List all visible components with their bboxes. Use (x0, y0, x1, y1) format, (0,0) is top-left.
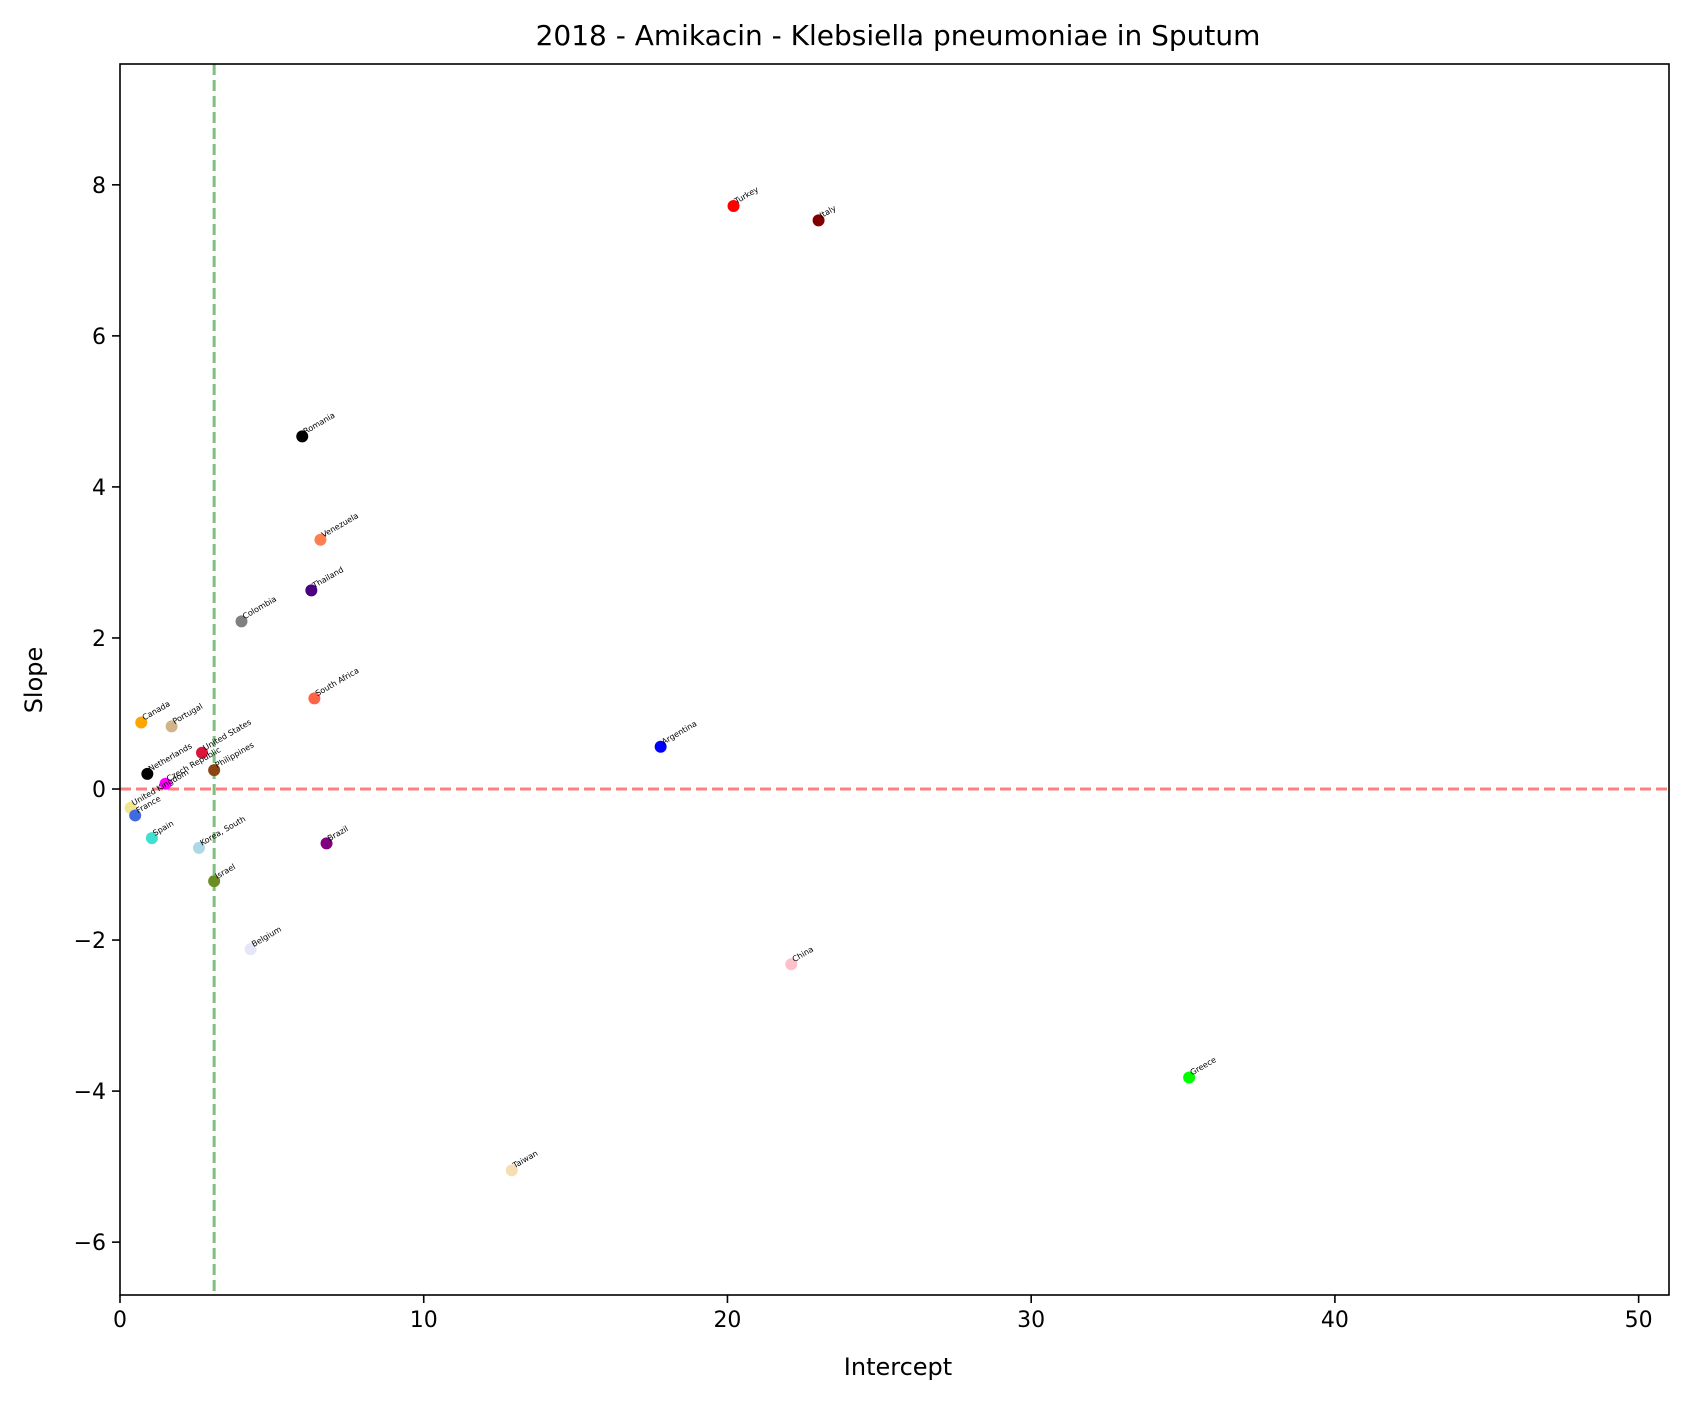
data-point (812, 214, 825, 227)
data-point (505, 1164, 518, 1177)
data-point (208, 875, 221, 888)
x-tick-label: 20 (713, 1308, 741, 1333)
data-point (141, 767, 154, 780)
y-tick-label: −4 (74, 1080, 106, 1105)
data-point (159, 777, 172, 790)
y-tick-label: 8 (92, 174, 106, 199)
data-point (145, 832, 158, 845)
data-point (244, 943, 257, 956)
data-point (785, 958, 798, 971)
data-point (208, 764, 221, 777)
x-axis-title: Intercept (844, 1353, 952, 1381)
data-point (314, 533, 327, 546)
data-point (135, 716, 148, 729)
data-point (196, 746, 209, 759)
y-tick-label: −6 (74, 1231, 106, 1256)
plot-frame (119, 63, 1670, 1296)
y-axis-title: Slope (20, 647, 48, 714)
data-point (129, 809, 142, 822)
y-tick-label: −2 (74, 929, 106, 954)
data-point (308, 692, 321, 705)
data-point (727, 199, 740, 212)
x-tick-label: 30 (1017, 1308, 1045, 1333)
y-tick-label: 2 (92, 627, 106, 652)
chart-title: 2018 - Amikacin - Klebsiella pneumoniae … (536, 19, 1261, 52)
y-tick-label: 4 (92, 476, 106, 501)
y-tick-label: 6 (92, 325, 106, 350)
y-tick-label: 0 (92, 778, 106, 803)
x-tick-label: 0 (113, 1308, 127, 1333)
x-tick-label: 40 (1321, 1308, 1349, 1333)
data-point (165, 720, 178, 733)
data-point (305, 584, 318, 597)
x-tick-label: 50 (1625, 1308, 1653, 1333)
data-point (654, 740, 667, 753)
data-point (1183, 1071, 1196, 1084)
x-tick-label: 10 (410, 1308, 438, 1333)
data-point (296, 430, 309, 443)
data-point (235, 615, 248, 628)
data-point (192, 841, 205, 854)
data-point (320, 837, 333, 850)
